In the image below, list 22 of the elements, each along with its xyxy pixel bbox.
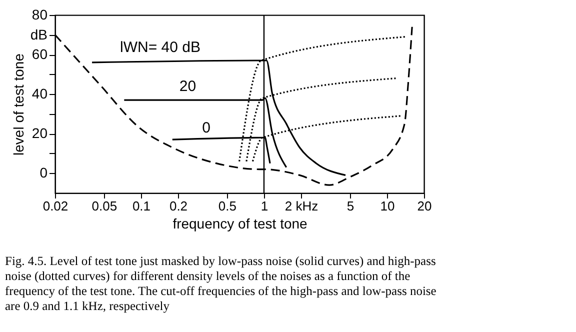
annotation: 0: [202, 120, 211, 137]
annotation: lWN= 40 dB: [120, 39, 200, 56]
y-tick-label: dB: [30, 26, 48, 42]
y-tick-label: 20: [32, 125, 48, 142]
x-tick-label: 0.05: [92, 198, 118, 214]
x-tick-label: 20: [417, 198, 432, 214]
y-axis-title: level of test tone: [10, 53, 26, 156]
x-tick-label: 0.1: [132, 198, 151, 214]
x-tick-label: 10: [380, 198, 395, 214]
y-tick-label: 40: [32, 86, 48, 102]
x-tick-label: 0.5: [218, 198, 236, 214]
y-tick-label: 80: [32, 6, 48, 22]
x-tick-label: 0.2: [169, 198, 188, 214]
x-tick-label: 0.02: [42, 198, 68, 214]
x-tick-label: 2 kHz: [284, 198, 318, 214]
x-tick-label: 1: [260, 198, 268, 214]
x-axis-title: frequency of test tone: [172, 216, 308, 232]
y-tick-label: 0: [40, 164, 48, 181]
x-tick-label: 5: [346, 198, 354, 214]
annotation: 20: [179, 78, 196, 96]
caption: Fig. 4.5. Level of test tone just masked by low-pass noise (solid curves) and high-pass noise (dotted curves) for different density levels of the noises as a function of the frequency of the test tone. The cut-off frequencies of the high-pass and low-pass noise are 0.9 and 1.1 kHz, respectively: [5, 254, 437, 313]
y-tick-label: 60: [32, 46, 48, 62]
